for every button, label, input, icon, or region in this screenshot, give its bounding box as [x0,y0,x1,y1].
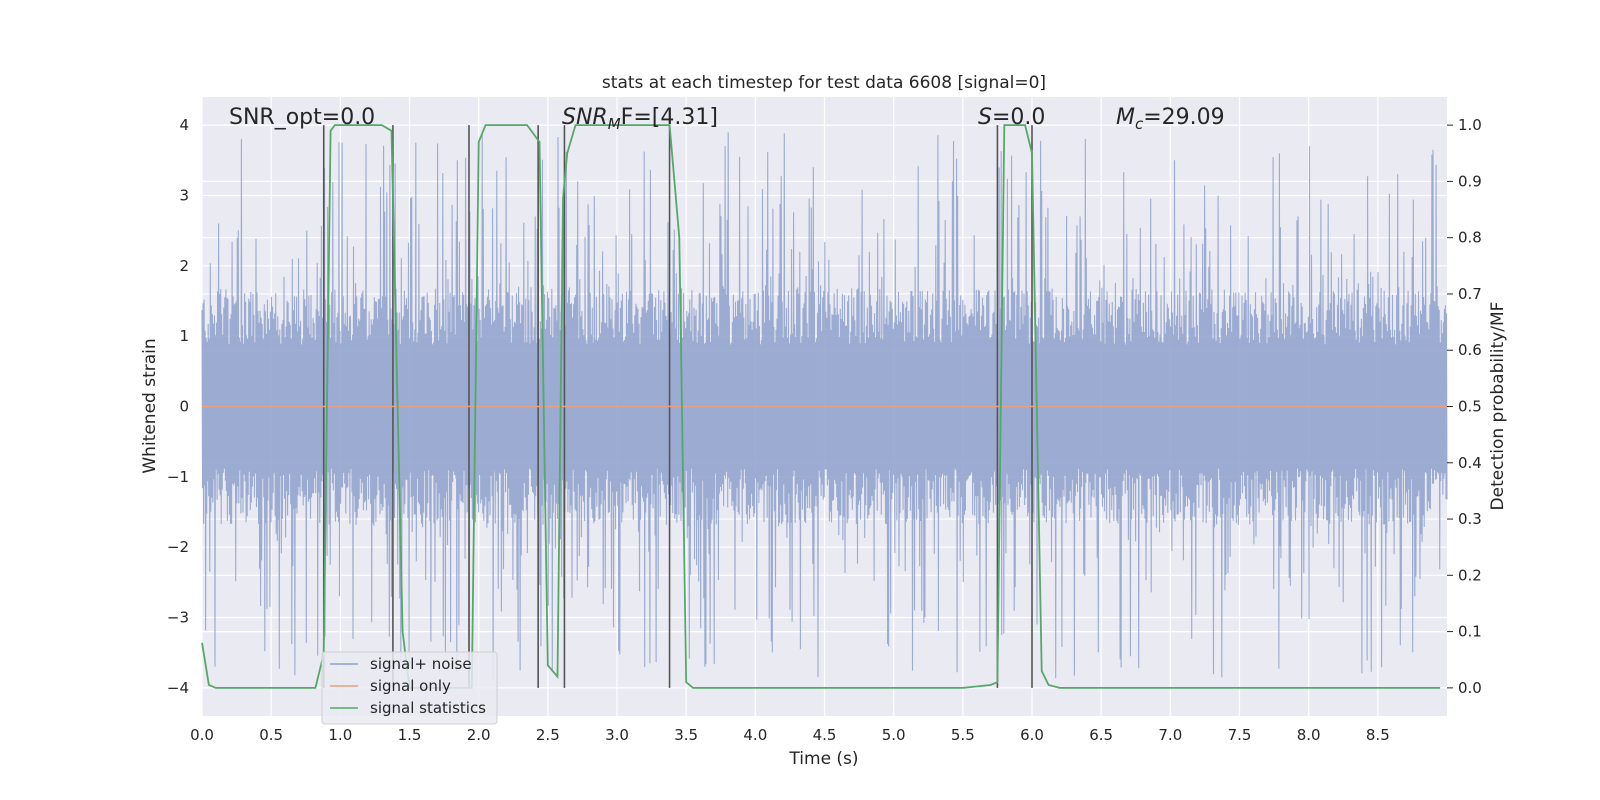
x-tick-label: 6.0 [1020,726,1044,744]
y-left-tick-labels: −4 −3 −2 −1 0 1 2 3 4 [167,116,189,697]
statistics-line [201,124,1441,689]
x-tick-label: 1.5 [398,726,422,744]
signal-noise-series [201,132,1448,680]
legend-label-signal-only: signal only [370,677,451,695]
annotation-snr-mf-tail: F=[4.31] [621,105,718,130]
y-axis-label-right: Detection probability/MF [1488,302,1508,511]
y-right-tick-label: 0.6 [1458,341,1482,359]
y-left-tick-label: −1 [167,468,189,486]
y-right-tick-label: 0.8 [1458,229,1482,247]
annotation-mc-sub: c [1135,115,1144,133]
x-tick-label: 4.5 [813,726,837,744]
y-left-tick-label: −3 [167,609,189,627]
y-left-tick-label: 4 [179,116,189,134]
x-tick-label: 0.5 [259,726,283,744]
annotation-snr-opt: SNR_opt=0.0 [229,105,375,130]
y-left-tick-label: −4 [167,679,189,697]
annotation-mc: Mc=29.09 [1116,105,1225,133]
y-right-tick-label: 0.2 [1458,566,1482,584]
legend-label-statistics: signal statistics [370,699,486,717]
legend: signal+ noise signal only signal statist… [321,651,498,725]
x-tick-label: 6.5 [1089,726,1113,744]
annotation-s: S=0.0 [978,105,1045,130]
x-tick-label: 4.0 [743,726,767,744]
x-tick-label: 3.5 [674,726,698,744]
x-tick-label: 1.0 [328,726,352,744]
x-tick-label: 7.0 [1158,726,1182,744]
y-left-tick-label: −2 [167,538,189,556]
annotation-mc-main: M [1116,105,1135,130]
noise-trace [201,132,1448,680]
y-left-tick-label: 1 [179,327,189,345]
y-right-tick-label: 1.0 [1458,116,1482,134]
y-left-tick-label: 0 [179,398,189,416]
y-left-tick-label: 2 [179,257,189,275]
annotation-snr-mf-main: SNR [562,105,608,130]
x-tick-label: 3.0 [605,726,629,744]
x-tick-label: 5.5 [951,726,975,744]
y-right-tick-label: 0.9 [1458,172,1482,190]
x-tick-label: 2.0 [467,726,491,744]
x-tick-label: 2.5 [536,726,560,744]
x-tick-label: 5.0 [882,726,906,744]
x-tick-label: 0.0 [190,726,214,744]
y-right-tick-label: 0.7 [1458,285,1482,303]
y-right-tick-label: 0.4 [1458,454,1482,472]
chart-title: stats at each timestep for test data 660… [602,73,1046,93]
y-right-tick-label: 0.5 [1458,398,1482,416]
x-tick-label: 8.0 [1297,726,1321,744]
annotation-snr-mf-sub: M [608,115,621,133]
x-tick-label: 7.5 [1228,726,1252,744]
annotation-s-main: S [978,105,992,130]
y-axis-label-left: Whitened strain [140,338,160,473]
y-right-tick-labels: 0.0 0.1 0.2 0.3 0.4 0.5 0.6 0.7 0.8 0.9 1.0 [1447,116,1482,697]
annotation-snr-mf: SNRMF=[4.31] [562,105,718,133]
y-right-tick-label: 0.0 [1458,679,1482,697]
y-right-tick-label: 0.3 [1458,510,1482,528]
legend-box [321,651,498,725]
y-left-tick-label: 3 [179,186,189,204]
signal-statistics-series [201,124,1441,689]
y-right-tick-label: 0.1 [1458,623,1482,641]
annotation-mc-tail: =29.09 [1143,105,1224,130]
annotation-s-tail: =0.0 [992,105,1045,130]
x-tick-label: 8.5 [1366,726,1390,744]
x-tick-labels: 0.0 0.5 1.0 1.5 2.0 2.5 3.0 3.5 4.0 4.5 5.0 5.5 6.0 6… [190,726,1390,744]
legend-label-noise: signal+ noise [370,655,472,673]
x-axis-label: Time (s) [788,749,858,769]
